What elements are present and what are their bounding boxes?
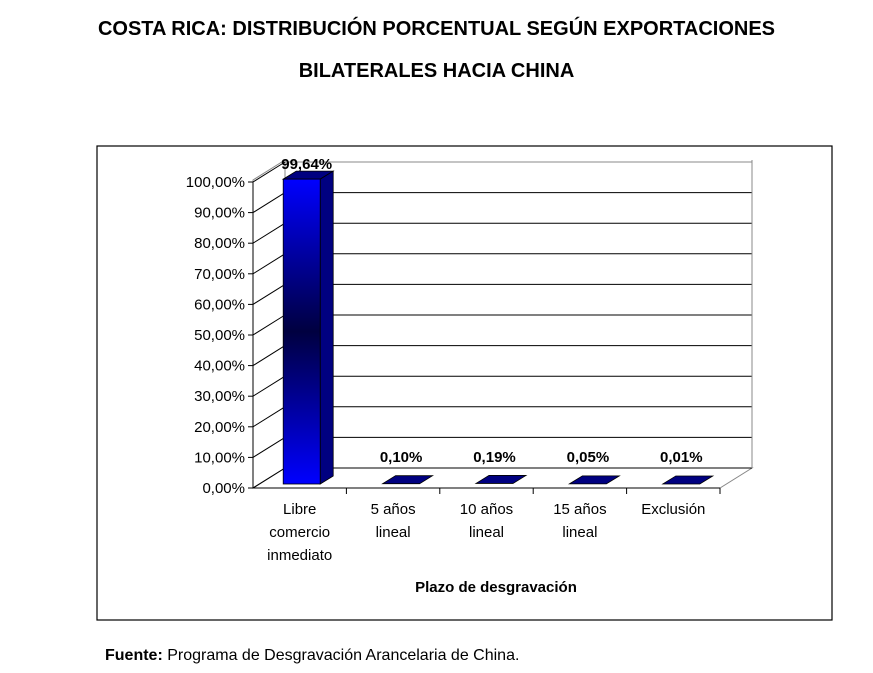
bar-side bbox=[319, 170, 334, 485]
chart-title-line1: COSTA RICA: DISTRIBUCIÓN PORCENTUAL SEGÚ… bbox=[97, 18, 776, 40]
data-label: 0,10% bbox=[380, 449, 423, 466]
x-tick-label: 5 años bbox=[371, 501, 416, 518]
y-tick-label: 70,00% bbox=[194, 266, 245, 283]
x-axis-title: Plazo de desgravación bbox=[415, 579, 577, 596]
x-tick-label: 10 años bbox=[460, 501, 513, 518]
gridline-side bbox=[252, 345, 286, 367]
gridline-side bbox=[252, 192, 286, 214]
bar-top bbox=[474, 475, 528, 484]
x-tick-label: lineal bbox=[562, 524, 597, 541]
y-tick-label: 20,00% bbox=[194, 419, 245, 436]
gridline-side bbox=[252, 375, 286, 397]
y-tick-label: 100,00% bbox=[186, 174, 245, 191]
y-tick-label: 50,00% bbox=[194, 327, 245, 344]
data-label: 0,05% bbox=[567, 449, 610, 466]
bar-top bbox=[567, 475, 621, 485]
gridline-side bbox=[252, 406, 286, 428]
y-tick-label: 0,00% bbox=[202, 480, 245, 497]
y-tick-label: 40,00% bbox=[194, 358, 245, 375]
chart-title-line2: BILATERALES HACIA CHINA bbox=[298, 60, 575, 82]
y-tick-label: 60,00% bbox=[194, 296, 245, 313]
x-tick-label: Exclusión bbox=[641, 501, 705, 518]
x-tick-label: lineal bbox=[376, 524, 411, 541]
y-tick-label: 90,00% bbox=[194, 205, 245, 222]
x-tick-label: comercio bbox=[269, 524, 330, 541]
gridline-side bbox=[252, 253, 286, 275]
bar bbox=[282, 178, 321, 485]
chart-frame bbox=[96, 145, 833, 621]
gridline-side bbox=[252, 314, 286, 336]
source-text: Programa de Desgravación Arancelaria de … bbox=[162, 647, 520, 664]
gridline-side bbox=[252, 436, 286, 458]
x-tick-label: lineal bbox=[469, 524, 504, 541]
data-label: 0,19% bbox=[473, 449, 516, 466]
x-tick-label: inmediato bbox=[267, 547, 332, 564]
data-label: 99,64% bbox=[281, 156, 332, 173]
gridline-side bbox=[252, 222, 286, 244]
gridline-side bbox=[252, 161, 286, 183]
source-label: Fuente: bbox=[105, 647, 163, 664]
gridline-side bbox=[252, 283, 286, 305]
x-tick-label: 15 años bbox=[553, 501, 606, 518]
bar-top bbox=[661, 475, 715, 485]
gridline-side bbox=[252, 467, 286, 489]
source-note: Fuente: Programa de Desgravación Arancel… bbox=[105, 647, 519, 665]
data-label: 0,01% bbox=[660, 449, 703, 466]
x-tick-label: Libre bbox=[283, 501, 316, 518]
y-tick-label: 80,00% bbox=[194, 235, 245, 252]
y-tick-label: 30,00% bbox=[194, 388, 245, 405]
bar-top bbox=[381, 475, 435, 485]
y-tick-label: 10,00% bbox=[194, 449, 245, 466]
